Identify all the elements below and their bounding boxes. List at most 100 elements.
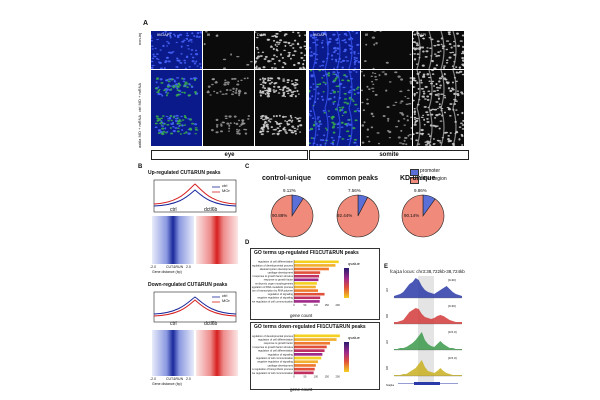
micrograph-r2-c2	[203, 70, 254, 108]
micrograph-r1-c4	[309, 31, 360, 69]
go-bar	[294, 296, 321, 300]
go-term-label: cartilage development	[268, 271, 294, 275]
group-label-somite: somite	[309, 150, 469, 160]
go-term-label: cellular response to growth factor stimu…	[252, 274, 294, 278]
up-legend-ctrl: ctrl	[222, 183, 228, 188]
row-label-non-inj: non-inj	[137, 32, 142, 45]
go-down-legend-title: qvalue	[348, 335, 360, 340]
go-x-tick: 150	[325, 303, 330, 307]
go-term-label: cartilage development	[268, 363, 294, 367]
down-heatmap-ctrl	[152, 330, 194, 376]
pie-title-kd-unique: KD-unique	[400, 175, 436, 182]
go-term-label: skeletal system development	[260, 267, 294, 271]
legend-other-swatch	[410, 177, 419, 184]
go-x-tick: 50	[303, 303, 306, 307]
col-header-3: DAPI	[257, 32, 267, 37]
go-bar	[294, 300, 320, 303]
legend-other: other region	[420, 176, 447, 182]
up-heatmap-ctrl	[152, 216, 194, 264]
micrograph-r1-c1	[151, 31, 202, 69]
go-bar	[294, 292, 325, 296]
panel-e-label: E	[384, 264, 389, 270]
down-xlabel: Gene distance (bp)	[152, 382, 182, 386]
go-term-label: regulation of cell communication	[256, 356, 294, 360]
micrograph-r3-c5	[361, 108, 412, 146]
track-range-2: [0-30]	[448, 304, 456, 308]
go-bar	[294, 289, 318, 292]
up-profile-plot	[153, 179, 237, 213]
panel-a-label: A	[143, 20, 149, 27]
coverage-track-2	[394, 308, 462, 324]
down-tick-left: -2.0	[150, 377, 157, 381]
go-bar	[294, 341, 330, 345]
col-header-1: Ifi/DAPI	[157, 32, 171, 37]
panel-c-label: C	[245, 164, 250, 170]
go-up-colorbar	[344, 268, 349, 298]
col-header-4: Ifi/DAPI	[313, 32, 327, 37]
go-bar	[294, 334, 340, 338]
micrograph-r1-c5	[361, 31, 412, 69]
pie-slice-3-other	[401, 194, 445, 238]
go-term-label: regulation of developmental process	[252, 334, 294, 338]
legend-promoter-swatch	[410, 169, 419, 176]
down-legend-mo: MOr	[222, 298, 230, 303]
go-bar	[294, 274, 320, 278]
go-term-label: negative regulation of transcription by …	[252, 289, 293, 293]
down-heat-label-treated: dctl6b	[204, 321, 218, 327]
micrograph-r2-c5	[361, 70, 412, 108]
col-header-5: Ifi	[365, 32, 369, 37]
track-range-3: [0-5.0]	[448, 330, 457, 334]
go-term-label: regulation of developmental process	[252, 263, 294, 267]
locus-title: fcaj1a locus: chr3:38,722kb-38,724kb	[390, 269, 465, 274]
down-legend-ctrl: ctrl	[222, 293, 228, 298]
col-header-2: Ifi	[207, 32, 211, 37]
go-x-tick: 0	[293, 375, 295, 379]
up-heatmap-treated	[196, 216, 238, 264]
go-term-label: regulation of signaling	[268, 352, 294, 356]
pie-slice-2-other	[336, 194, 380, 238]
gene-label: fcaj1a	[386, 383, 395, 387]
go-up-barchart: regulation of cell differentiationregula…	[252, 260, 340, 308]
go-term-label: negative regulation of signaling	[257, 296, 293, 300]
up-legend-mo: MOr	[222, 188, 230, 193]
coverage-track-3	[394, 332, 462, 350]
go-term-label: negative regulation of RNA metabolic pro…	[252, 285, 294, 289]
up-tick-left: -2.0	[150, 265, 157, 269]
row-label-axitla-mo: axitla MO + mRNA	[137, 114, 142, 148]
micrograph-r3-c4	[309, 108, 360, 146]
go-x-tick: 100	[314, 303, 319, 307]
go-bar	[294, 356, 322, 360]
genome-tracks	[394, 278, 462, 385]
up-regulated-title: Up-regulated CUT&RUN peaks	[148, 170, 221, 176]
micrograph-r2-c4	[309, 70, 360, 108]
micrograph-r3-c1	[151, 108, 202, 146]
down-profile-plot	[153, 291, 237, 323]
go-down-xlabel: gene count	[290, 387, 313, 392]
go-term-label: embryonic organ morphogenesis	[255, 281, 293, 285]
micrograph-r2-c6	[413, 70, 464, 108]
track-range-1: [0-30]	[448, 278, 456, 282]
up-tick-right: 2.0	[186, 265, 191, 269]
go-term-label: regulation of cell differentiation	[258, 260, 294, 264]
go-bar	[294, 267, 329, 271]
micrograph-r1-c2	[203, 31, 254, 69]
go-bar	[294, 271, 321, 274]
go-x-tick: 200	[335, 375, 340, 379]
locus-highlight	[418, 276, 434, 384]
panel-b-label: B	[138, 164, 143, 170]
track-label-2: KD	[385, 313, 389, 318]
col-header-6: DAPI	[417, 32, 427, 37]
micrograph-r1-c6	[413, 31, 464, 69]
go-x-tick: 50	[303, 375, 306, 379]
go-bar	[294, 338, 337, 341]
up-xlabel: Gene distance (bp)	[152, 270, 182, 274]
pie-title-control-unique: control-unique	[262, 175, 311, 182]
track-label-1: ctrl	[385, 288, 389, 292]
legend-promoter: promoter	[420, 168, 441, 174]
down-heatmap-treated	[196, 330, 238, 376]
coverage-track-4	[394, 360, 462, 376]
go-term-label: negative regulation of signaling	[257, 360, 293, 364]
go-bar	[294, 360, 318, 364]
up-heat-label-ctrl: ctrl	[170, 207, 177, 213]
up-heat-label-treated: dctl6b	[204, 207, 218, 213]
